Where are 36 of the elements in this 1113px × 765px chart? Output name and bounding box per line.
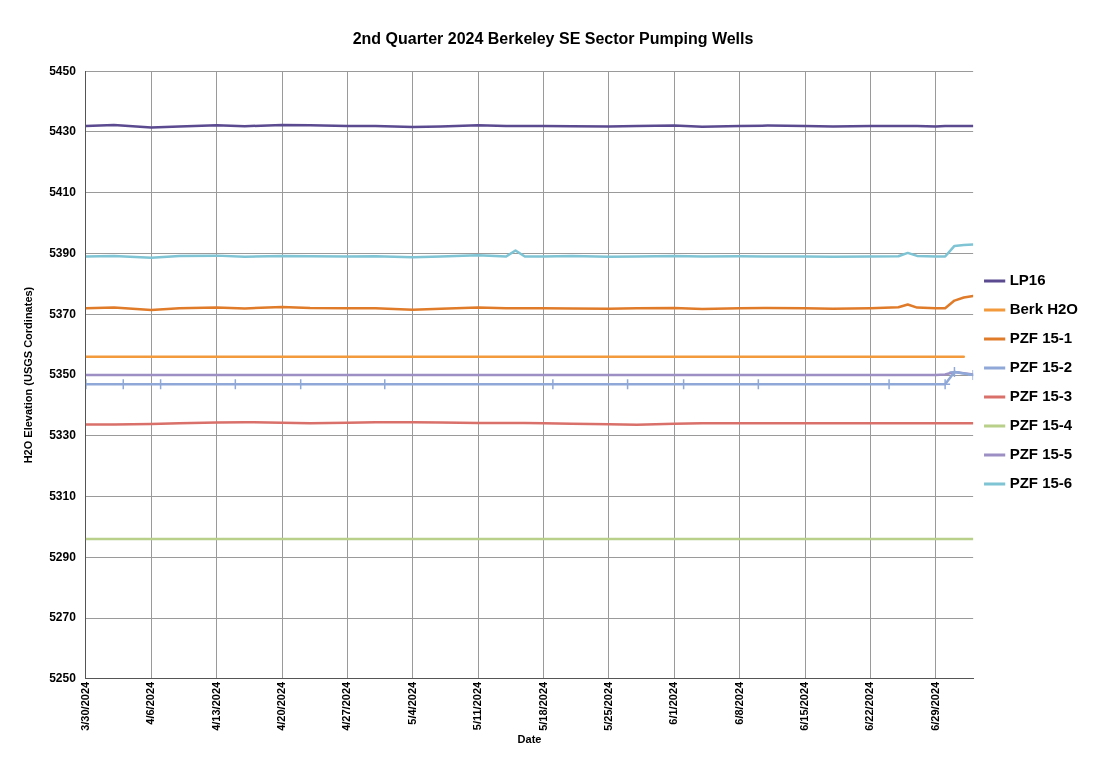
chart-title: 2nd Quarter 2024 Berkeley SE Sector Pumping Wells: [352, 30, 754, 48]
y-axis-title: H2O Elevation (USGS Cordinates): [21, 286, 34, 464]
x-tick-label: 4/6/2024: [144, 680, 157, 725]
y-tick-label: 5310: [49, 488, 77, 503]
x-tick-label: 6/29/2024: [928, 680, 941, 731]
y-tick-label: 5450: [49, 63, 77, 78]
legend-label: PZF 15-2: [1009, 358, 1073, 376]
y-tick-label: 5290: [49, 549, 77, 564]
legend-label: PZF 15-3: [1009, 387, 1073, 405]
x-axis-title: Date: [517, 733, 542, 746]
x-tick-label: 3/30/2024: [78, 680, 91, 731]
x-tick-label: 4/13/2024: [209, 680, 222, 731]
x-tick-label: 6/1/2024: [667, 680, 680, 725]
legend-label: PZF 15-4: [1009, 416, 1073, 434]
legend-label: PZF 15-1: [1009, 329, 1073, 347]
y-tick-label: 5350: [49, 367, 77, 382]
y-tick-label: 5270: [49, 610, 77, 625]
legend-label: LP16: [1009, 271, 1046, 289]
y-tick-label: 5250: [49, 671, 77, 686]
x-tick-label: 5/25/2024: [601, 680, 614, 731]
y-tick-label: 5370: [49, 306, 77, 321]
x-tick-label: 6/8/2024: [732, 680, 745, 725]
y-tick-label: 5430: [49, 124, 77, 139]
legend-label: PZF 15-6: [1009, 474, 1073, 492]
x-tick-label: 6/15/2024: [798, 680, 811, 731]
x-tick-label: 6/22/2024: [863, 680, 876, 731]
x-tick-label: 4/20/2024: [275, 680, 288, 731]
x-tick-label: 5/18/2024: [536, 680, 549, 731]
x-tick-label: 4/27/2024: [340, 680, 353, 731]
y-tick-label: 5410: [49, 185, 77, 200]
legend-label: PZF 15-5: [1009, 445, 1073, 463]
x-tick-label: 5/4/2024: [405, 680, 418, 725]
x-tick-label: 5/11/2024: [471, 681, 484, 731]
y-tick-label: 5330: [49, 428, 77, 443]
y-tick-label: 5390: [49, 245, 77, 260]
legend-label: Berk H2O: [1009, 300, 1079, 318]
